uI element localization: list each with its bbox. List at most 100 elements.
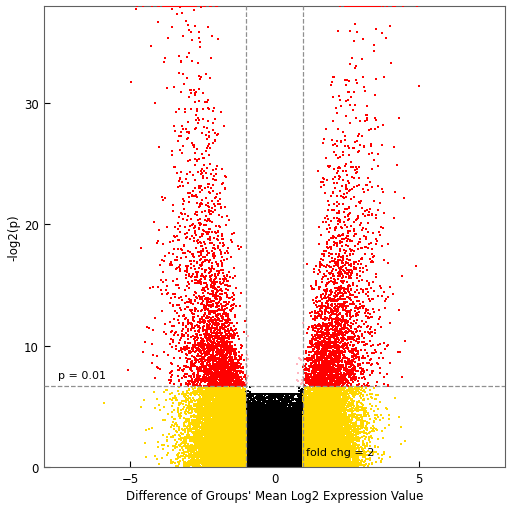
Point [291, 439, 300, 447]
Point [291, 454, 299, 462]
Point [230, 411, 239, 419]
Point [263, 460, 271, 468]
Point [294, 457, 302, 465]
Point [256, 461, 264, 469]
Point [306, 430, 314, 438]
Point [272, 451, 280, 460]
Point [244, 459, 252, 467]
Point [251, 454, 259, 462]
Point [272, 447, 281, 455]
Point [342, 376, 350, 384]
Point [256, 429, 264, 437]
Point [271, 462, 279, 470]
Point [253, 460, 261, 468]
Point [264, 455, 272, 463]
Point [249, 450, 257, 459]
Point [226, 448, 234, 456]
Point [300, 427, 308, 435]
Point [262, 462, 270, 470]
Point [350, 233, 358, 241]
Point [310, 457, 318, 465]
Point [347, 358, 355, 366]
Point [276, 453, 285, 461]
Point [287, 451, 295, 460]
Point [281, 461, 289, 469]
Point [326, 448, 334, 456]
Point [303, 449, 311, 458]
Point [252, 460, 260, 468]
Point [257, 430, 265, 438]
Point [272, 463, 280, 471]
Point [268, 451, 276, 459]
Point [330, 453, 338, 461]
Point [254, 457, 262, 465]
Point [240, 458, 248, 466]
Point [273, 457, 281, 465]
Point [274, 434, 283, 442]
Point [278, 461, 286, 469]
Point [255, 450, 263, 458]
Point [266, 462, 274, 470]
Point [326, 416, 334, 424]
Point [266, 459, 274, 467]
Point [337, 417, 345, 425]
Point [278, 457, 286, 465]
Point [262, 455, 270, 463]
Point [264, 457, 272, 465]
Point [255, 443, 263, 451]
Point [200, 416, 208, 425]
Point [345, 401, 353, 409]
Point [287, 435, 295, 443]
Point [297, 436, 305, 444]
Point [272, 456, 280, 464]
Point [254, 456, 263, 464]
Point [272, 447, 280, 455]
Point [252, 455, 260, 463]
Point [215, 441, 223, 449]
Point [204, 442, 212, 450]
Point [296, 458, 305, 466]
Point [260, 435, 268, 443]
Point [261, 455, 269, 463]
Point [288, 449, 296, 458]
Point [239, 453, 247, 461]
Point [279, 460, 287, 468]
Point [303, 365, 311, 374]
Point [312, 445, 321, 453]
Point [237, 459, 245, 467]
Point [247, 449, 255, 457]
Point [294, 442, 303, 450]
Point [265, 462, 273, 470]
Point [222, 418, 230, 426]
Point [214, 458, 222, 466]
Point [308, 453, 316, 461]
Point [308, 422, 316, 431]
Point [259, 444, 267, 453]
Point [258, 460, 266, 468]
Point [285, 445, 293, 453]
Point [286, 458, 294, 466]
Point [259, 450, 267, 459]
Point [298, 444, 306, 452]
Point [270, 463, 279, 471]
Point [272, 456, 280, 464]
Point [307, 426, 315, 434]
Point [313, 453, 321, 461]
Point [288, 433, 296, 441]
Point [260, 450, 268, 459]
Point [258, 458, 266, 466]
Point [258, 448, 266, 457]
Point [248, 440, 256, 448]
Point [283, 457, 291, 465]
Point [291, 455, 300, 463]
Point [210, 425, 218, 433]
Point [283, 426, 291, 434]
Point [292, 455, 300, 463]
Point [227, 436, 235, 444]
Point [254, 460, 262, 468]
Point [251, 450, 260, 459]
Point [238, 456, 246, 464]
Point [231, 390, 240, 399]
Point [270, 463, 279, 471]
Point [272, 460, 280, 468]
